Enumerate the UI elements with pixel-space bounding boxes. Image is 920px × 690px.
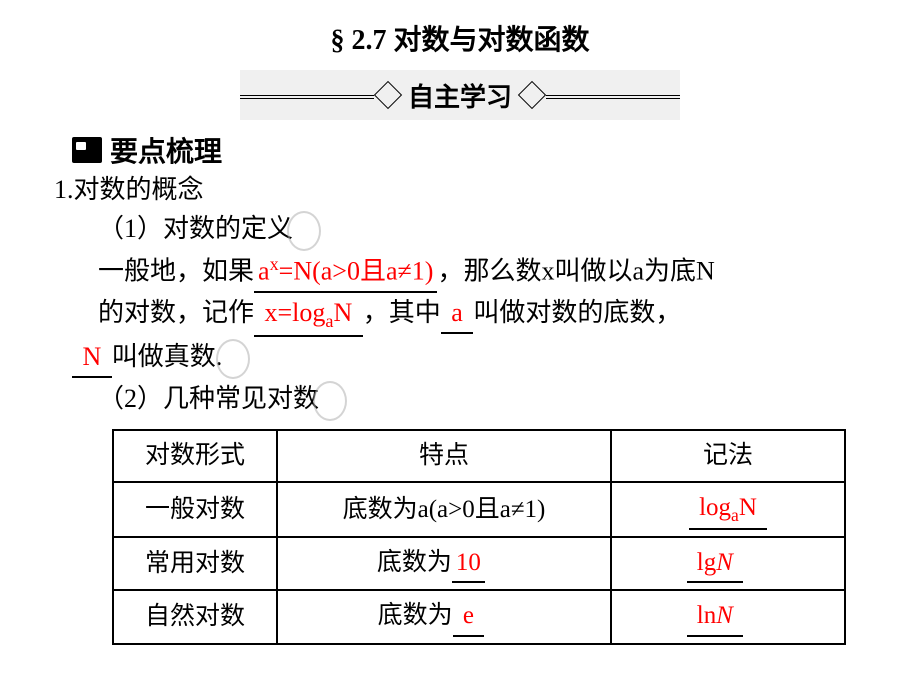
sub-1-line-1: 一般地，如果ax=N(a>0且a≠1)，那么数x叫做以a为底N (98, 251, 880, 293)
r3c1: 自然对数 (113, 590, 277, 644)
banner-line-left (240, 95, 374, 96)
heading-text: 要点梳理 (110, 130, 222, 170)
banner: 自主学习 (240, 70, 680, 120)
point-1-num: 1. (54, 175, 74, 204)
r3c2: 底数为 e (277, 590, 611, 644)
sub-2-label: （2）几种常见对数 (98, 384, 319, 413)
r2c2a: 底数为 (377, 549, 452, 576)
fill-arg: N (72, 337, 112, 378)
r3c3: lnN (611, 590, 845, 644)
fill-lgn: lgN (687, 544, 744, 584)
content: 1.对数的概念 （1）对数的定义 一般地，如果ax=N(a>0且a≠1)，那么数… (0, 170, 920, 645)
th-feature: 特点 (277, 430, 611, 482)
section-title: § 2.7 对数与对数函数 (0, 0, 920, 66)
circled-mark-2 (216, 339, 250, 379)
sub-1-label-row: （1）对数的定义 (98, 209, 880, 251)
r2c1: 常用对数 (113, 537, 277, 591)
circled-mark-1 (287, 211, 321, 251)
white-block-2 (491, 549, 511, 579)
fill-lnn: lnN (687, 597, 744, 637)
table-row-common: 常用对数 底数为10 lgN (113, 537, 845, 591)
table-row-general: 一般对数 底数为a(a>0且a≠1) logaN (113, 482, 845, 537)
r3c2a: 底数为 (378, 602, 453, 629)
banner-text: 自主学习 (408, 77, 512, 114)
s1l1b: ，那么数x叫做以a为底N (437, 257, 714, 286)
banner-line-right (546, 95, 680, 96)
r2c2: 底数为10 (277, 537, 611, 591)
r1c1: 一般对数 (113, 482, 277, 537)
s1l2a: 的对数，记作 (98, 298, 254, 327)
point-1: 1.对数的概念 (72, 170, 880, 209)
banner-diamond-right (518, 81, 546, 109)
r1c2: 底数为a(a>0且a≠1) (277, 482, 611, 537)
s1l2b: ，其中 (363, 298, 441, 327)
sub-2: （2）几种常见对数 (72, 379, 880, 421)
sub-1: （1）对数的定义 一般地，如果ax=N(a>0且a≠1)，那么数x叫做以a为底N… (72, 209, 880, 379)
white-block-3 (749, 549, 769, 579)
fill-def-eq: x=logaN (254, 293, 363, 337)
point-1-text: 对数的概念 (74, 175, 204, 204)
heading-row: 要点梳理 (72, 130, 920, 170)
sub-1-line-2: 的对数，记作 x=logaN ，其中 a 叫做对数的底数， (98, 293, 880, 337)
fill-loga-n: logaN (689, 489, 767, 530)
s1l1a: 一般地，如果 (98, 257, 254, 286)
fill-e: e (453, 597, 485, 637)
s1l3b: 叫做真数. (112, 342, 223, 371)
r1c3: logaN (611, 482, 845, 537)
circled-mark-3 (313, 381, 347, 421)
sub-1-line-3: N 叫做真数. (72, 337, 880, 379)
banner-diamond-left (374, 81, 402, 109)
fill-10: 10 (452, 544, 485, 584)
fill-def-cond: ax=N(a>0且a≠1) (254, 251, 437, 293)
white-block-1 (407, 344, 427, 374)
log-table: 对数形式 特点 记法 一般对数 底数为a(a>0且a≠1) logaN 常用对数… (112, 429, 846, 645)
th-notation: 记法 (611, 430, 845, 482)
book-icon (72, 137, 102, 163)
white-block-5 (749, 603, 769, 633)
table-header-row: 对数形式 特点 记法 (113, 430, 845, 482)
table-row-natural: 自然对数 底数为 e lnN (113, 590, 845, 644)
r2c3: lgN (611, 537, 845, 591)
fill-base: a (441, 293, 474, 334)
sub-1-label: （1）对数的定义 (98, 214, 293, 243)
s1l2c: 叫做对数的底数， (473, 298, 681, 327)
th-form: 对数形式 (113, 430, 277, 482)
white-block-4 (490, 603, 510, 633)
